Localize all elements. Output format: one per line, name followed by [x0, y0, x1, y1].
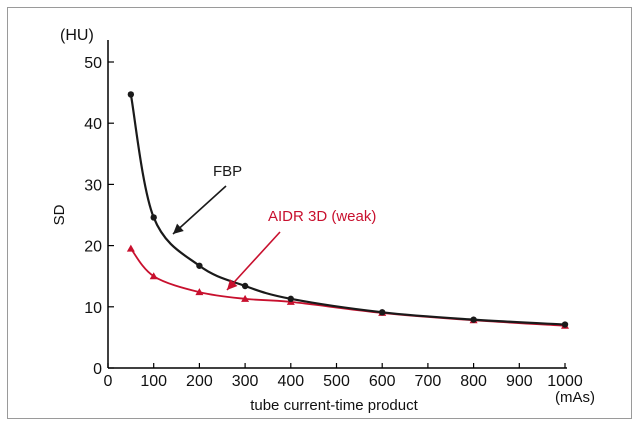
fbp-data-point: [470, 316, 477, 323]
x-tick-label: 300: [232, 373, 259, 390]
fbp-annotation-arrow: [172, 185, 227, 235]
x-tick-label: 900: [506, 373, 533, 390]
y-tick-label: 0: [93, 361, 102, 378]
x-axis-unit: (mAs): [555, 389, 595, 406]
fbp-data-point: [379, 309, 386, 316]
y-axis-label: SD: [51, 204, 68, 225]
x-tick-label: 200: [186, 373, 213, 390]
aidr-arrowhead: [227, 279, 238, 290]
aidr-data-point: [241, 294, 250, 302]
fbp-data-point: [561, 321, 569, 328]
aidr-data-point: [195, 288, 204, 296]
series-layer: [126, 91, 569, 329]
x-tick-label: 100: [140, 373, 167, 390]
aidr-series-line: [130, 248, 566, 327]
x-axis-label: tube current-time product: [250, 397, 418, 414]
y-tick-label: 50: [84, 55, 102, 72]
x-tick-group: 0 100 200 300 400 500 600 700 800 900 1000: [104, 363, 583, 390]
y-tick-label: 20: [84, 239, 102, 256]
x-tick-label: 700: [415, 373, 442, 390]
y-tick-label: 10: [84, 300, 102, 317]
x-tick-label: 1000: [547, 373, 583, 390]
x-tick-label: 0: [104, 373, 113, 390]
y-axis-unit: (HU): [60, 27, 94, 44]
x-tick-label: 600: [369, 373, 396, 390]
aidr-annotation-arrow: [226, 231, 281, 291]
chart-frame: [7, 7, 632, 419]
x-tick-label: 400: [277, 373, 304, 390]
y-tick-group: 0 10 20 30 40 50: [84, 55, 114, 378]
fbp-annotation-label: FBP: [213, 163, 242, 180]
x-tick-label: 800: [460, 373, 487, 390]
aidr-data-point: [149, 272, 158, 280]
y-tick-label: 30: [84, 177, 102, 194]
fbp-data-point: [241, 282, 249, 290]
fbp-data-point: [150, 214, 157, 221]
aidr-annotation-label: AIDR 3D (weak): [268, 208, 376, 225]
y-tick-label: 40: [84, 116, 102, 133]
fbp-data-point: [127, 91, 135, 98]
aidr-data-point: [126, 244, 135, 252]
annotation-layer: FBP AIDR 3D (weak): [172, 163, 376, 291]
fbp-data-point: [196, 262, 203, 269]
fbp-arrowhead: [173, 223, 184, 234]
x-tick-label: 500: [323, 373, 350, 390]
fbp-data-point: [287, 295, 294, 303]
